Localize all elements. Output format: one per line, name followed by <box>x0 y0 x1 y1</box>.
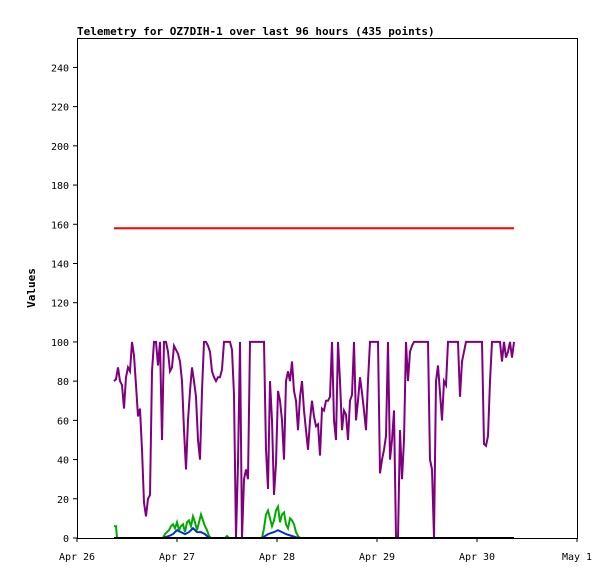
x-tick-label: Apr 28 <box>259 552 295 563</box>
y-tick-label: 40 <box>57 456 69 467</box>
plot-frame <box>77 38 578 539</box>
series-line-1 <box>113 340 515 539</box>
y-axis-label: Values <box>25 268 38 308</box>
y-tick-label: 180 <box>51 181 69 192</box>
x-axis: Apr 26 Apr 27 Apr 28 Apr 29 Apr 30 May 1 <box>59 538 592 563</box>
y-tick-label: 240 <box>51 63 69 74</box>
y-tick-label: 200 <box>51 142 69 153</box>
y-tick-label: 120 <box>51 299 69 310</box>
x-tick-label: Apr 30 <box>459 552 495 563</box>
series-layer <box>113 227 515 539</box>
y-tick-label: 160 <box>51 220 69 231</box>
y-tick-label: 60 <box>57 416 69 427</box>
x-tick-label: Apr 29 <box>359 552 395 563</box>
series-line-3 <box>114 526 514 539</box>
y-tick-label: 80 <box>57 377 69 388</box>
x-tick-label: Apr 27 <box>159 552 195 563</box>
series-line-2 <box>114 503 514 539</box>
y-tick-label: 20 <box>57 495 69 506</box>
x-tick-label: Apr 26 <box>59 552 95 563</box>
y-tick-label: 0 <box>63 534 69 545</box>
y-tick-label: 100 <box>51 338 69 349</box>
chart-title: Telemetry for OZ7DIH-1 over last 96 hour… <box>77 25 435 38</box>
y-tick-label: 140 <box>51 259 69 270</box>
y-tick-label: 220 <box>51 103 69 114</box>
x-tick-label: May 1 <box>562 552 592 563</box>
y-axis: 0 20 40 60 80 100 120 140 160 180 200 220 240 <box>51 63 77 545</box>
